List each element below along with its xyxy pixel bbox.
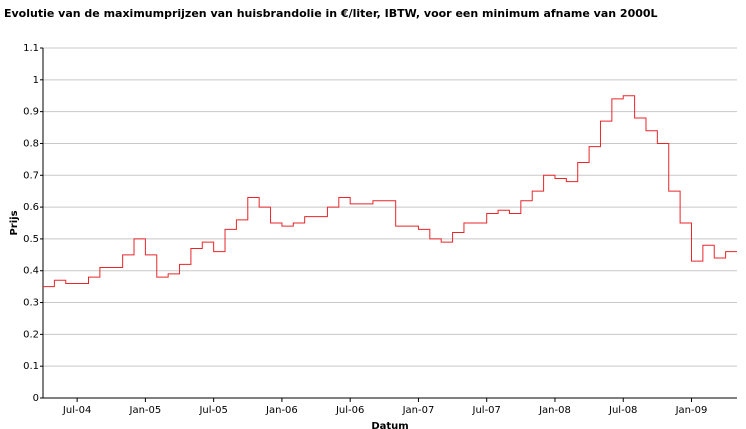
y-tick-label: 0.7 [23,170,39,181]
y-tick-label: 1.1 [23,43,39,54]
x-tick-label: Jul-08 [608,405,637,416]
x-tick-label: Jan-07 [402,405,435,416]
x-tick-label: Jan-08 [538,405,571,416]
y-tick-label: 0.3 [23,298,39,309]
y-tick-label: 0.5 [23,234,39,245]
y-tick-label: 0 [33,393,39,404]
y-tick-label: 1 [33,75,39,86]
y-tick-label: 0.2 [23,329,39,340]
x-tick-label: Jan-05 [129,405,162,416]
x-axis-label: Datum [371,421,408,429]
y-tick-label: 0.1 [23,361,39,372]
x-tick-label: Jul-06 [335,405,364,416]
price-line [43,95,737,288]
y-tick-label: 0.4 [23,266,39,277]
y-tick-label: 0.9 [23,107,39,118]
x-tick-label: Jul-05 [198,405,227,416]
x-tick-label: Jul-04 [62,405,91,416]
y-axis-label: Prijs [9,210,20,235]
chart-title: Evolutie van de maximumprijzen van huisb… [4,7,658,20]
y-tick-label: 0.8 [23,138,39,149]
y-tick-label: 0.6 [23,202,39,213]
x-tick-label: Jul-07 [472,405,501,416]
x-tick-label: Jan-06 [265,405,298,416]
x-tick-label: Jan-09 [675,405,708,416]
